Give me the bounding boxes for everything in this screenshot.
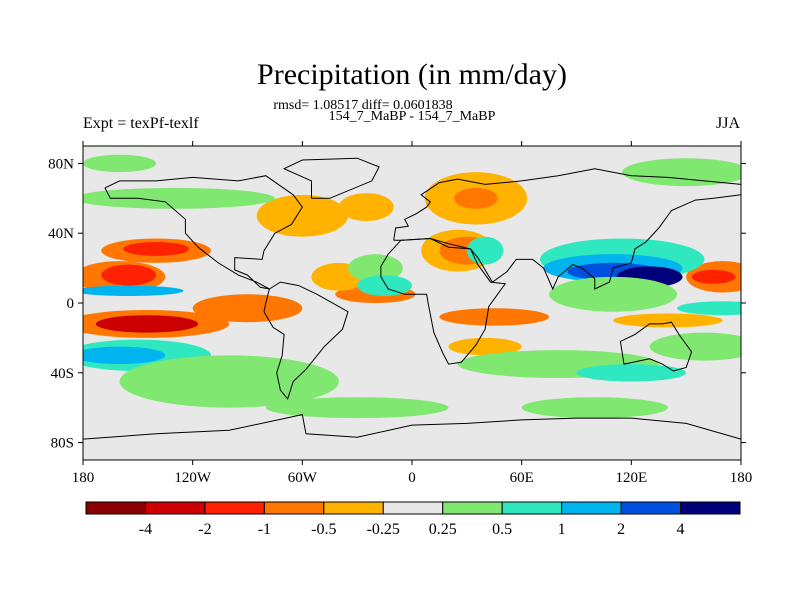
colorbar-swatch-10	[680, 501, 741, 515]
x-tick-label-0: 180	[72, 470, 95, 486]
chart-subtitle-experiment: 154_7_MaBP - 154_7_MaBP	[329, 109, 496, 124]
x-tick-label-2: 60W	[288, 470, 318, 486]
left-experiment-label: Expt = texPf-texlf	[83, 115, 199, 132]
x-tick-label-5: 120E	[615, 470, 647, 486]
colorbar-label-1: -2	[198, 521, 211, 538]
dry-anomaly-5	[95, 315, 199, 333]
wet-anomaly-17	[649, 332, 741, 361]
colorbar-swatch-1	[144, 501, 206, 515]
wet-anomaly-19	[265, 397, 449, 419]
coastline-5	[282, 157, 380, 199]
right-season-label: JJA	[716, 115, 740, 132]
dry-anomaly-1	[101, 264, 157, 286]
wet-anomaly-3	[83, 187, 275, 209]
wet-anomaly-2	[83, 285, 184, 297]
colorbar: -4 -2 -1 -0.5 -0.25 0.25 0.5 1 2 4	[85, 501, 741, 538]
colorbar-label-7: 1	[558, 521, 566, 538]
x-tick-label-3: 0	[408, 470, 416, 486]
x-axis: 180 120W 60W 0 60E 120E 180	[72, 141, 753, 486]
colorbar-label-6: 0.5	[492, 521, 512, 538]
y-tick-label-1: 40N	[48, 226, 74, 242]
y-tick-label-0: 80N	[48, 156, 74, 172]
dry-anomaly-18	[691, 269, 736, 284]
colorbar-swatch-5	[382, 501, 444, 515]
negative-anomaly-layer	[83, 172, 741, 356]
coastline-4	[619, 321, 693, 372]
dry-anomaly-3	[123, 241, 190, 256]
x-tick-label-4: 60E	[510, 470, 534, 486]
dry-anomaly-15	[439, 308, 550, 326]
wet-anomaly-7	[357, 275, 413, 297]
colorbar-swatch-8	[561, 501, 622, 515]
wet-anomaly-16	[576, 364, 687, 382]
dry-anomaly-19	[613, 313, 723, 328]
colorbar-swatch-2	[204, 501, 265, 515]
coastline-1	[263, 281, 349, 400]
colorbar-label-2: -1	[258, 521, 271, 538]
y-tick-label-2: 0	[67, 296, 75, 312]
colorbar-label-4: -0.25	[367, 521, 400, 538]
wet-anomaly-6	[348, 254, 403, 283]
x-tick-label-1: 120W	[174, 470, 212, 486]
y-axis: 80N 40N 0 40S 80S	[48, 156, 746, 452]
coastline-6	[83, 414, 741, 440]
dry-anomaly-8	[338, 193, 394, 222]
wet-anomaly-4	[83, 154, 157, 173]
colorbar-label-5: 0.25	[429, 521, 457, 538]
wet-anomaly-18	[677, 301, 741, 316]
x-tick-label-6: 180	[730, 470, 753, 486]
coastline-0	[104, 175, 303, 290]
colorbar-swatch-4	[323, 501, 384, 515]
colorbar-swatch-6	[442, 501, 503, 515]
dry-anomaly-6	[192, 294, 303, 323]
wet-anomaly-1	[83, 346, 166, 365]
wet-anomaly-14	[622, 158, 741, 187]
coastline-2	[393, 168, 741, 291]
colorbar-label-9: 4	[677, 521, 685, 538]
colorbar-label-0: -4	[139, 521, 152, 538]
colorbar-swatch-7	[501, 501, 563, 515]
colorbar-swatch-0	[85, 501, 146, 515]
y-tick-label-4: 80S	[51, 436, 74, 452]
dry-anomaly-12	[454, 187, 498, 209]
wet-anomaly-20	[521, 397, 668, 419]
colorbar-label-3: -0.5	[311, 521, 336, 538]
chart-title: Precipitation (in mm/day)	[257, 58, 567, 91]
colorbar-swatch-9	[620, 501, 682, 515]
colorbar-swatch-3	[263, 501, 325, 515]
coastline-outlines	[83, 157, 741, 440]
colorbar-label-8: 2	[617, 521, 625, 538]
precipitation-map	[83, 146, 741, 460]
positive-anomaly-layer	[83, 154, 741, 419]
y-tick-label-3: 40S	[51, 366, 74, 382]
wet-anomaly-8	[466, 236, 504, 265]
chart-subtitle-stats: rmsd= 1.08517 diff= 0.0601838	[273, 98, 452, 113]
dry-anomaly-7	[256, 194, 349, 237]
coastline-3	[380, 237, 507, 365]
wet-anomaly-13	[549, 276, 678, 312]
dry-anomaly-16	[448, 337, 522, 356]
